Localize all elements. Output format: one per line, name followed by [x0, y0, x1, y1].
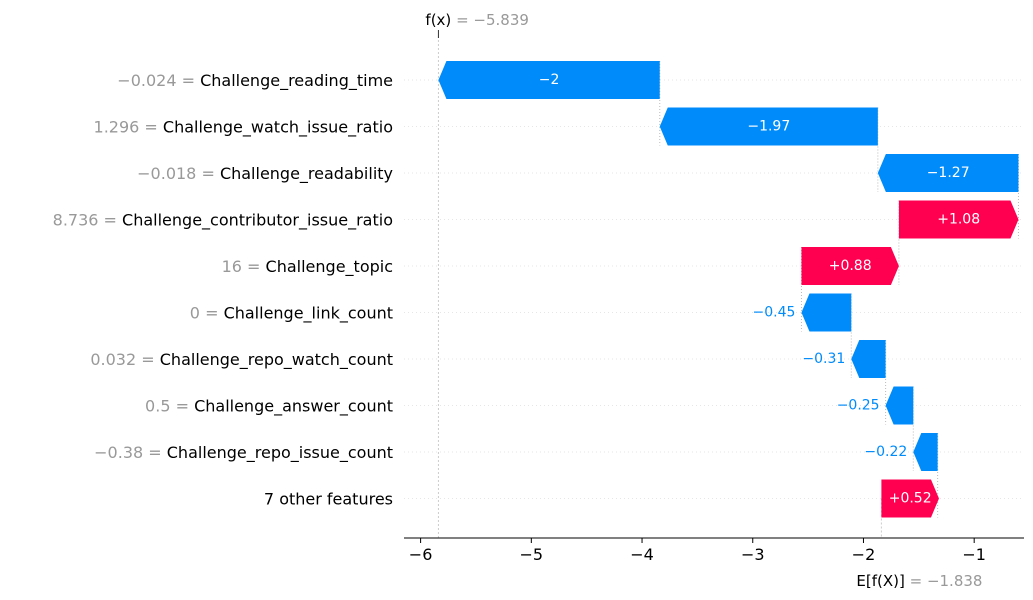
positive-bar [881, 479, 939, 518]
feature-name: Challenge_answer_count [194, 396, 393, 416]
bar-value-label: +0.52 [889, 491, 932, 507]
negative-bar [659, 107, 878, 146]
feature-name: Challenge_contributor_issue_ratio [122, 210, 393, 230]
negative-bar [438, 61, 660, 99]
bar-value-label: −1.97 [747, 119, 790, 135]
feature-label: 16 = Challenge_topic [222, 257, 393, 277]
feature-value: 1.296 = [94, 117, 163, 136]
feature-label: 0.5 = Challenge_answer_count [145, 396, 393, 416]
bar-value-label: −1.27 [927, 165, 970, 181]
feature-value: −0.38 = [94, 443, 167, 462]
feature-name: 7 other features [264, 489, 393, 508]
feature-name: Challenge_repo_issue_count [167, 443, 393, 463]
efx-label: E[f(X)] = −1.838 [856, 572, 982, 590]
feature-name: Challenge_topic [266, 257, 393, 277]
x-tick-label: −5 [520, 545, 544, 564]
feature-value: 0.5 = [145, 396, 194, 415]
feature-name: Challenge_watch_issue_ratio [163, 117, 393, 137]
feature-label: 7 other features [264, 489, 393, 508]
feature-name: Challenge_reading_time [200, 71, 393, 91]
feature-name: Challenge_link_count [224, 303, 393, 323]
feature-label: 0.032 = Challenge_repo_watch_count [90, 350, 393, 370]
feature-value: 16 = [222, 257, 266, 276]
x-tick-label: −4 [630, 545, 654, 564]
bar-value-label: −2 [539, 72, 560, 88]
bar-value-label: −0.45 [753, 305, 796, 321]
fx-header: f(x) = −5.839 [425, 11, 529, 38]
bar-value-label: −0.31 [802, 351, 845, 367]
negative-bar [801, 293, 852, 332]
bars-layer: −2 −1.97 −1.27 +1.08 +0.88 −0.45 −0.31 −0.25 −0.… [438, 61, 1019, 518]
feature-value: 0.032 = [90, 350, 159, 369]
negative-bar [851, 340, 886, 378]
positive-bar [801, 247, 899, 285]
feature-label: −0.018 = Challenge_readability [137, 164, 393, 184]
feature-value: 8.736 = [53, 210, 122, 229]
bar-value-label: −0.25 [837, 398, 880, 414]
feature-label: 0 = Challenge_link_count [190, 303, 393, 323]
x-tick-label: −1 [962, 545, 986, 564]
feature-label: 1.296 = Challenge_watch_issue_ratio [94, 117, 393, 137]
negative-bar [885, 386, 914, 425]
x-axis: −6 −5 −4 −3 −2 −1 E[f(X)] = −1.838 [404, 537, 1024, 590]
feature-value: −0.024 = [117, 71, 200, 90]
feature-labels: −0.024 = Challenge_reading_time 1.296 = C… [53, 71, 393, 509]
feature-label: −0.38 = Challenge_repo_issue_count [94, 443, 393, 463]
feature-label: −0.024 = Challenge_reading_time [117, 71, 393, 91]
bar-value-label: −0.22 [864, 444, 907, 460]
bar-value-label: +1.08 [937, 212, 980, 228]
bar-value-label: +0.88 [829, 258, 872, 274]
feature-name: Challenge_readability [220, 164, 393, 184]
negative-bar [913, 433, 938, 471]
x-tick-label: −6 [409, 545, 433, 564]
feature-value: −0.018 = [137, 164, 220, 183]
x-tick-label: −2 [852, 545, 876, 564]
feature-name: Challenge_repo_watch_count [160, 350, 393, 370]
negative-bar [877, 154, 1019, 192]
positive-bar [898, 200, 1019, 239]
feature-value: 0 = [190, 303, 224, 322]
feature-label: 8.736 = Challenge_contributor_issue_rati… [53, 210, 393, 230]
x-tick-label: −3 [741, 545, 765, 564]
fx-label: f(x) = −5.839 [425, 11, 529, 29]
